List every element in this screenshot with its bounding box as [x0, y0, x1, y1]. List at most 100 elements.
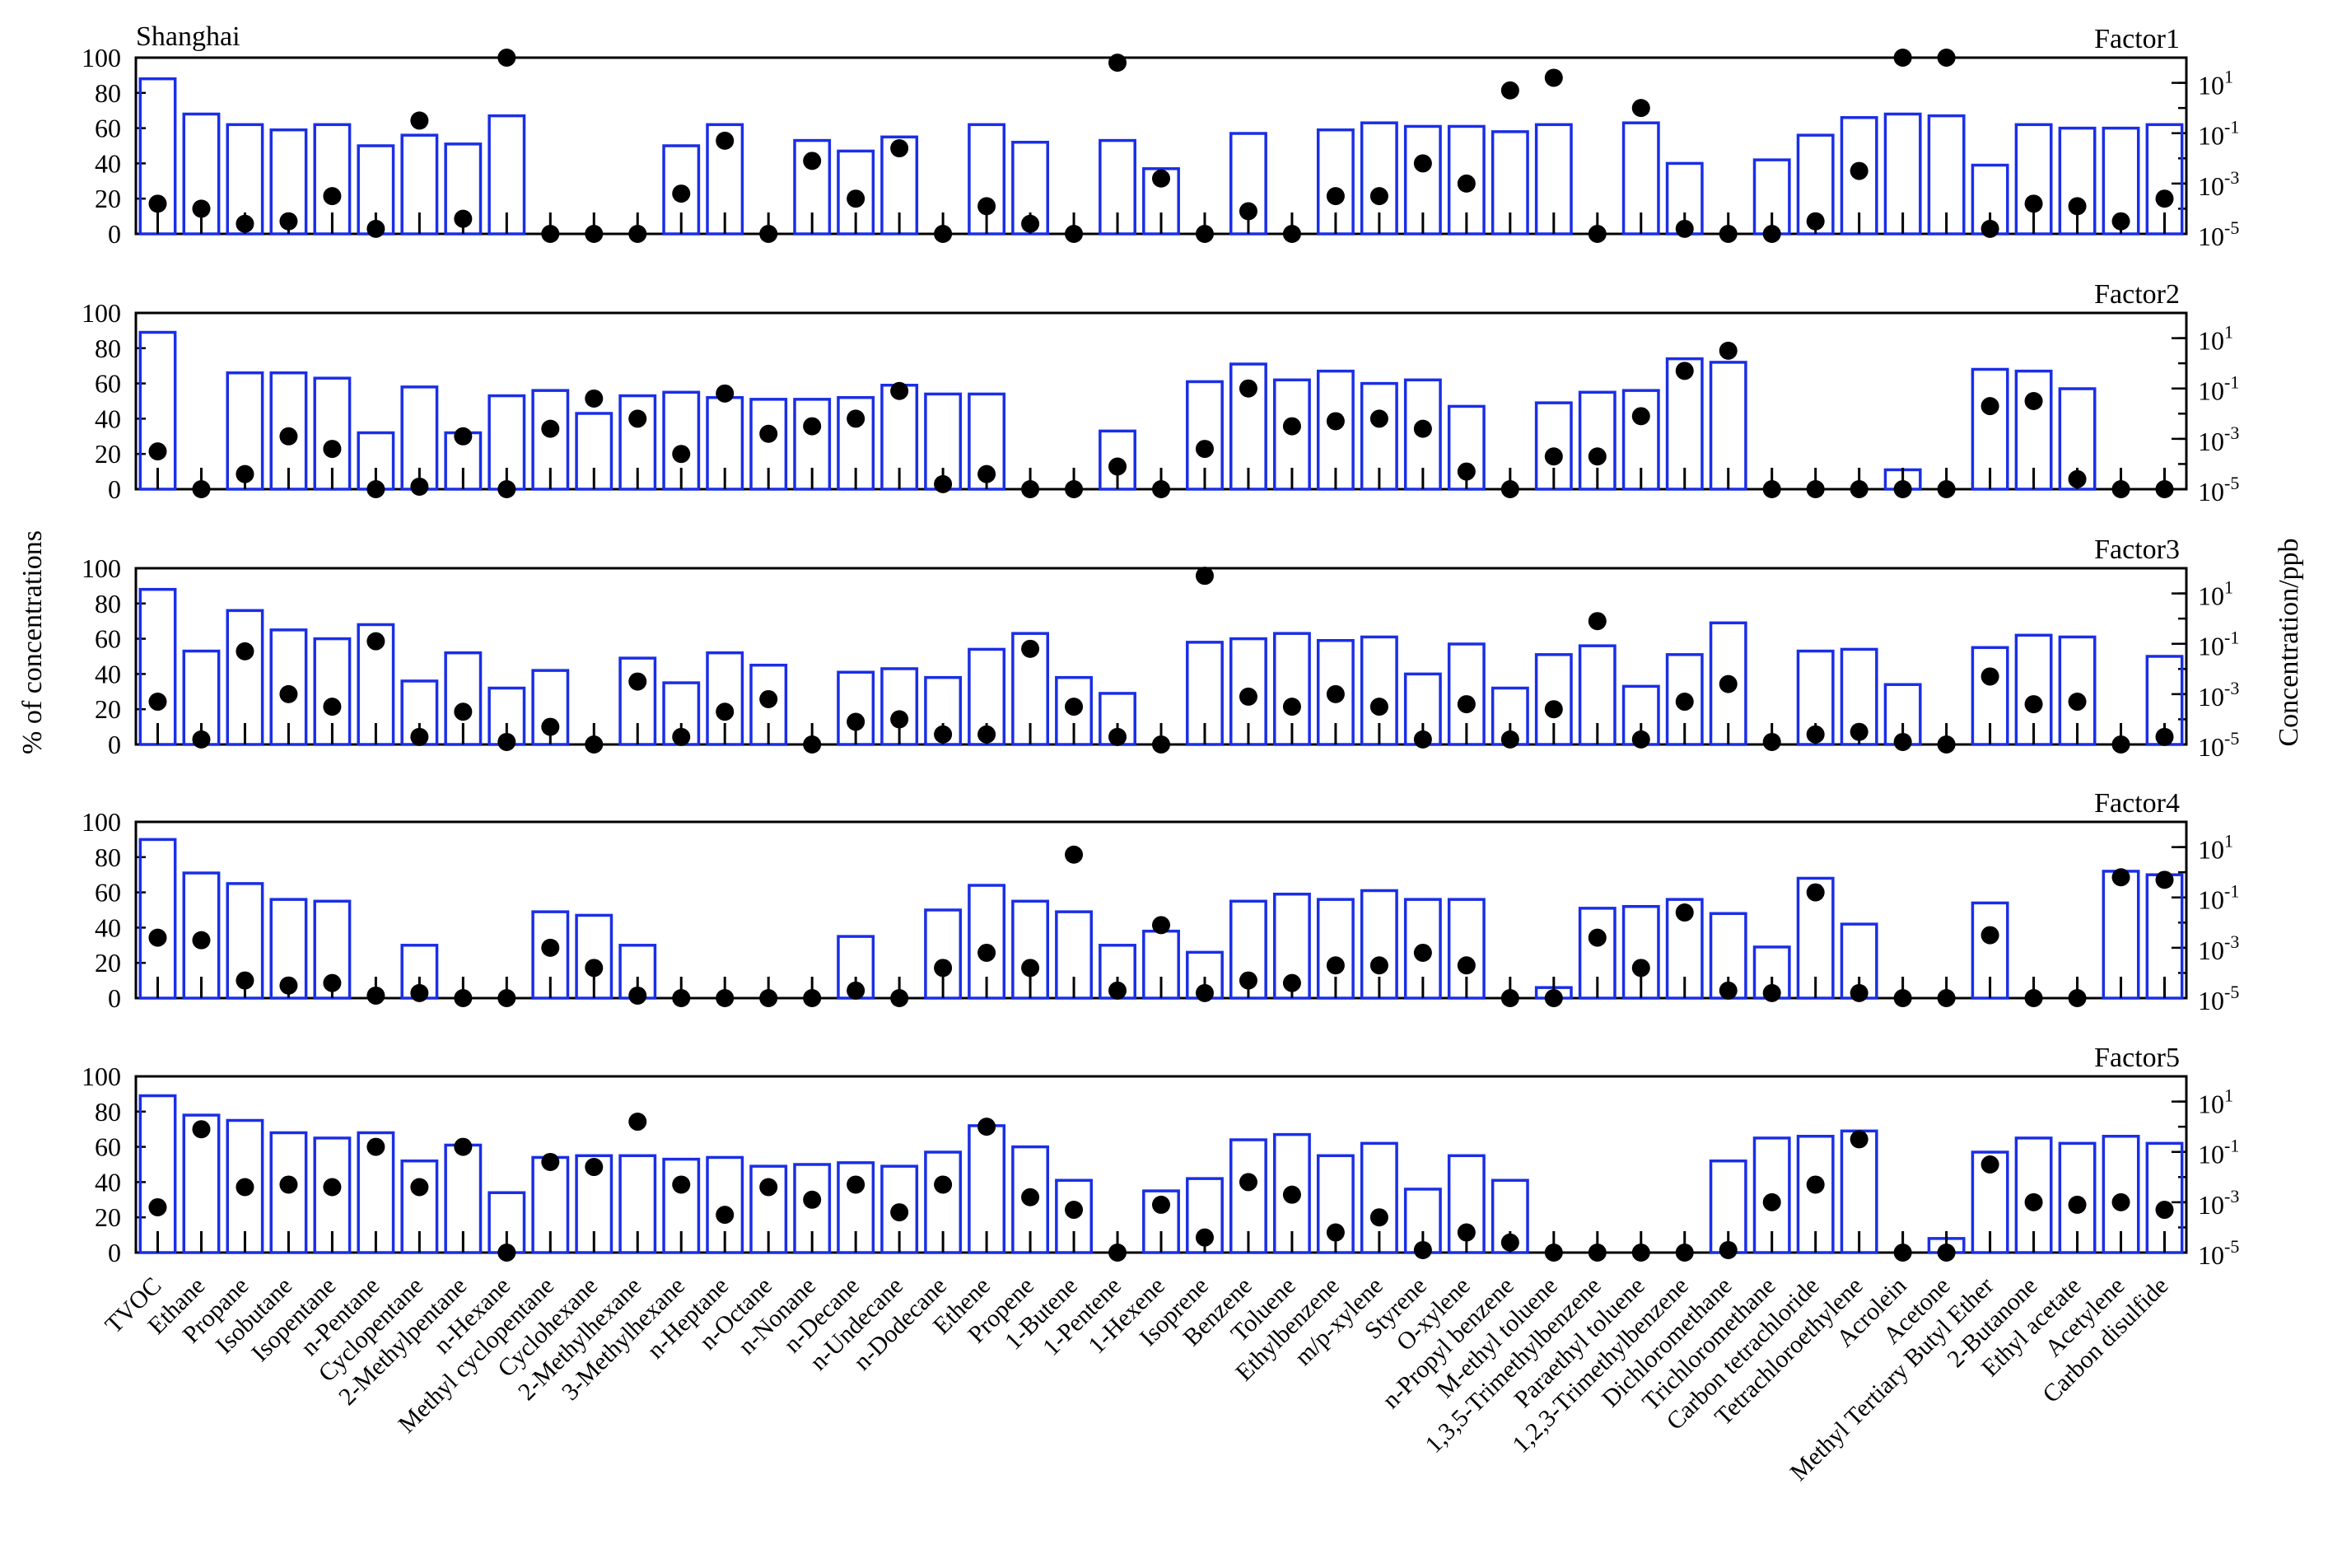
concentration-marker — [1195, 1228, 1214, 1247]
concentration-marker — [1544, 1244, 1563, 1262]
right-tick-label: 10-5 — [2198, 217, 2239, 251]
panel-factor4: Factor4 0 20 40 60 80 100 10-5 10-3 10-1 101 — [82, 788, 2239, 1015]
concentration-marker — [1021, 214, 1040, 233]
concentration-marker — [934, 474, 953, 493]
left-tick-label: 60 — [95, 878, 121, 908]
concentration-marker — [148, 693, 167, 712]
concentration-marker — [1282, 1185, 1301, 1204]
concentration-marker — [2068, 989, 2087, 1007]
concentration-marker — [1152, 916, 1170, 935]
concentration-marker — [1195, 983, 1214, 1002]
bar — [138, 1094, 177, 1254]
concentration-marker — [1108, 54, 1127, 72]
concentration-marker — [1065, 225, 1084, 243]
concentration-marker — [2024, 989, 2043, 1007]
concentration-marker — [1893, 49, 1912, 67]
concentration-marker — [847, 981, 865, 1000]
concentration-marker — [2068, 469, 2087, 488]
concentration-marker — [410, 111, 429, 130]
chart-title: Shanghai — [136, 21, 240, 52]
bar — [138, 838, 177, 1000]
concentration-marker — [1588, 1244, 1607, 1262]
concentration-marker — [1762, 983, 1781, 1002]
concentration-marker — [279, 427, 298, 446]
left-tick-label: 20 — [95, 1202, 121, 1232]
concentration-marker — [236, 464, 254, 483]
concentration-marker — [1631, 730, 1650, 749]
concentration-marker — [2155, 870, 2174, 889]
concentration-marker — [192, 931, 211, 950]
concentration-marker — [1544, 447, 1563, 466]
bar — [138, 330, 177, 491]
left-tick-label: 60 — [95, 369, 121, 399]
concentration-marker — [716, 702, 735, 721]
panel-label: Factor2 — [2094, 279, 2180, 310]
concentration-marker — [2155, 480, 2174, 498]
panel-label: Factor3 — [2094, 534, 2180, 565]
concentration-marker — [1108, 457, 1127, 476]
concentration-marker — [847, 409, 865, 428]
concentration-marker — [1065, 480, 1084, 498]
concentration-marker — [1108, 981, 1127, 1000]
concentration-marker — [803, 735, 822, 754]
concentration-marker — [236, 1178, 254, 1197]
left-tick-label: 0 — [108, 983, 121, 1013]
left-tick-label: 80 — [95, 78, 121, 108]
concentration-marker — [541, 717, 560, 736]
concentration-marker — [323, 973, 342, 992]
concentration-marker — [454, 989, 473, 1007]
concentration-marker — [1413, 1240, 1432, 1259]
concentration-marker — [1152, 735, 1170, 754]
concentration-marker — [148, 1197, 167, 1216]
concentration-marker — [628, 225, 647, 243]
concentration-marker — [977, 464, 996, 483]
concentration-marker — [672, 727, 691, 746]
left-tick-label: 100 — [82, 43, 121, 72]
concentration-marker — [1937, 989, 1956, 1007]
concentration-marker — [1108, 1244, 1127, 1262]
concentration-marker — [1326, 684, 1345, 703]
concentration-marker — [497, 1244, 516, 1262]
concentration-marker — [323, 1178, 342, 1197]
concentration-marker — [1806, 480, 1825, 498]
concentration-marker — [1719, 981, 1738, 1000]
concentration-marker — [1239, 379, 1257, 398]
concentration-marker — [454, 427, 473, 446]
concentration-marker — [366, 219, 385, 238]
concentration-marker — [2068, 197, 2087, 216]
right-tick-label: 101 — [2198, 1085, 2233, 1119]
left-tick-label: 20 — [95, 694, 121, 724]
concentration-marker — [279, 684, 298, 703]
concentration-marker — [236, 971, 254, 990]
concentration-marker — [366, 986, 385, 1005]
concentration-marker — [1021, 1188, 1040, 1206]
right-tick-label: 10-5 — [2198, 728, 2239, 762]
concentration-marker — [323, 698, 342, 716]
concentration-marker — [366, 632, 385, 651]
concentration-marker — [2111, 480, 2130, 498]
concentration-marker — [1457, 695, 1476, 714]
concentration-marker — [1762, 225, 1781, 243]
concentration-marker — [1021, 480, 1040, 498]
concentration-marker — [1108, 727, 1127, 746]
concentration-marker — [1719, 225, 1738, 243]
left-tick-label: 60 — [95, 1132, 121, 1162]
concentration-marker — [1719, 341, 1738, 360]
concentration-marker — [410, 477, 429, 496]
concentration-marker — [2068, 1195, 2087, 1214]
concentration-marker — [1631, 407, 1650, 426]
concentration-marker — [977, 1118, 996, 1136]
concentration-marker — [1762, 480, 1781, 498]
concentration-marker — [1239, 971, 1257, 990]
plot-frame — [134, 567, 2188, 746]
right-tick-label: 10-1 — [2198, 628, 2239, 661]
concentration-marker — [541, 419, 560, 438]
concentration-marker — [1893, 732, 1912, 751]
concentration-marker — [1239, 1173, 1257, 1192]
left-tick-label: 0 — [108, 1238, 121, 1267]
concentration-marker — [759, 225, 778, 243]
right-tick-label: 10-1 — [2198, 1136, 2239, 1169]
concentration-marker — [454, 1137, 473, 1156]
concentration-marker — [1588, 225, 1607, 243]
